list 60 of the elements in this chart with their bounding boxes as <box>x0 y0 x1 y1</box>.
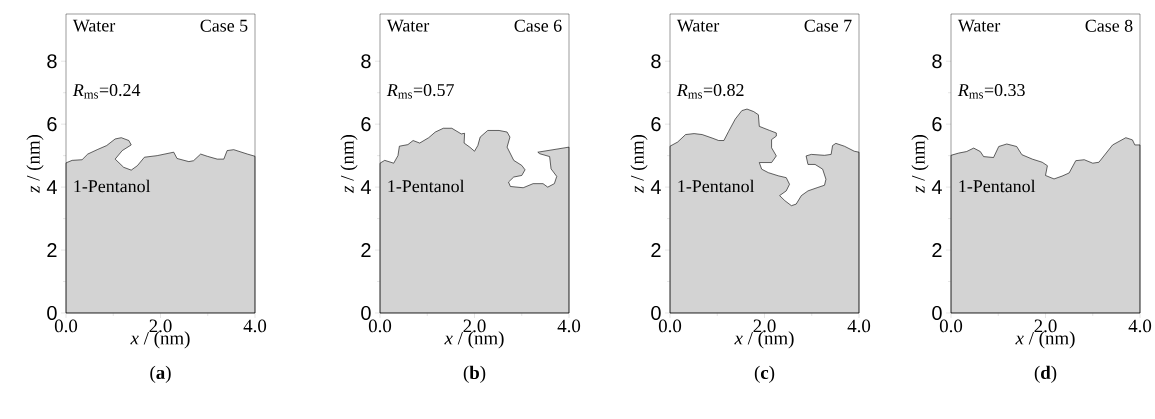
annotation: 1-Pentanol <box>678 179 755 193</box>
annotation: R$_{ms}$=0.33 <box>957 83 1025 99</box>
y-tick-label: 6 <box>651 117 661 132</box>
x-tick-label: 2.0 <box>753 319 776 333</box>
x-axis-title: x / (nm) <box>130 331 190 349</box>
y-tick-label: 6 <box>361 117 371 132</box>
y-tick-label: 4 <box>931 180 942 194</box>
y-tick-label: 8 <box>651 54 661 69</box>
annotation: R$_{ms}$=0.57 <box>386 83 454 99</box>
text: (d) <box>1034 365 1057 383</box>
x-tick-label: 0.0 <box>658 319 682 333</box>
y-tick-label: 8 <box>361 54 371 69</box>
text: (b) <box>463 365 486 383</box>
y-tick-label: 0 <box>932 305 942 321</box>
annotation: Case 6 <box>514 19 562 32</box>
annotation: Water <box>386 19 430 32</box>
y-tick-label: 0 <box>361 305 371 321</box>
y-tick-label: 0 <box>651 305 661 321</box>
y-tick-label: 2 <box>361 243 371 258</box>
annotation: R$_{ms}$=0.82 <box>676 83 744 99</box>
x-axis-title: x / (nm) <box>1015 331 1075 349</box>
annotation: R$_{ms}$=0.24 <box>72 83 141 99</box>
annotation: 1-Pentanol <box>74 179 151 193</box>
y-tick-label: 2 <box>932 243 942 258</box>
annotation: Water <box>676 19 720 32</box>
x-tick-label: 0.0 <box>939 319 963 333</box>
y-tick-label: 4 <box>46 180 57 194</box>
x-tick-label: 4.0 <box>1128 319 1152 333</box>
x-tick-label: 4.0 <box>847 319 871 333</box>
annotation: Water <box>957 19 1001 32</box>
x-axis-title: x / (nm) <box>734 331 794 349</box>
annotation: Case 8 <box>1085 19 1133 32</box>
x-tick-label: 2.0 <box>149 319 172 333</box>
y-tick-label: 2 <box>651 243 661 258</box>
annotation: 1-Pentanol <box>959 179 1036 193</box>
annotation: Case 5 <box>200 19 248 32</box>
x-tick-label: 4.0 <box>243 319 267 333</box>
y-tick-label: 6 <box>47 117 57 132</box>
x-tick-label: 0.0 <box>54 319 78 333</box>
y-tick-label: 4 <box>650 180 661 194</box>
x-tick-label: 0.0 <box>368 319 392 333</box>
y-tick-label: 4 <box>360 180 371 194</box>
y-tick-label: 2 <box>47 243 57 258</box>
y-axis-title: z / (nm) <box>911 134 929 194</box>
y-axis-title: z / (nm) <box>26 134 44 194</box>
y-tick-label: 8 <box>47 54 57 69</box>
x-tick-label: 2.0 <box>1034 319 1057 333</box>
y-axis-title: z / (nm) <box>630 134 648 194</box>
y-axis-title: z / (nm) <box>340 134 358 194</box>
y-tick-label: 6 <box>932 117 942 132</box>
y-tick-label: 8 <box>932 54 942 69</box>
y-tick-label: 0 <box>47 305 57 321</box>
x-tick-label: 4.0 <box>557 319 581 333</box>
annotation: Case 7 <box>804 19 852 32</box>
text: (a) <box>150 365 171 383</box>
x-axis-title: x / (nm) <box>444 331 504 349</box>
annotation: 1-Pentanol <box>388 179 465 193</box>
text: (c) <box>754 365 775 383</box>
annotation: Water <box>72 19 116 32</box>
x-tick-label: 2.0 <box>463 319 486 333</box>
